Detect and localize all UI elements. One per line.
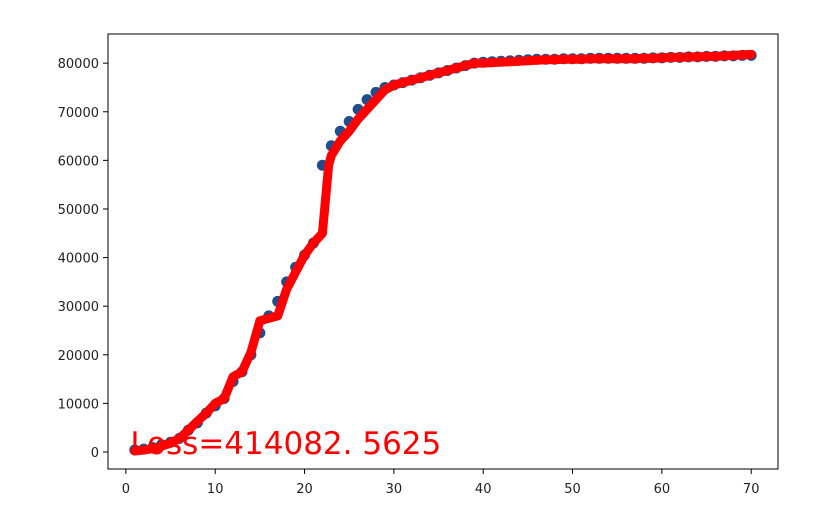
loss-annotation: Loss=414082. 5625	[130, 426, 441, 462]
x-tick-label: 30	[386, 482, 403, 497]
axes-frame	[107, 33, 779, 470]
x-tick-label: 70	[743, 482, 760, 497]
y-tick-label: 10000	[58, 397, 99, 412]
x-tick-label: 10	[207, 482, 224, 497]
x-tick-label: 0	[122, 482, 130, 497]
y-tick-label: 50000	[58, 203, 99, 218]
x-tick-label: 40	[475, 482, 492, 497]
x-tick-label: 20	[296, 482, 313, 497]
x-tick-label: 50	[564, 482, 581, 497]
plot-area	[129, 49, 757, 456]
y-tick-label: 80000	[58, 57, 99, 72]
y-tick-label: 30000	[58, 300, 99, 315]
y-tick-label: 40000	[58, 252, 99, 267]
fit-line	[130, 49, 756, 456]
x-tick-label: 60	[654, 482, 671, 497]
y-tick-label: 20000	[58, 349, 99, 364]
y-tick-label: 0	[91, 446, 99, 461]
y-tick-label: 60000	[58, 154, 99, 169]
y-tick-label: 70000	[58, 106, 99, 121]
axes: 0 10 20 30 40 50 60 70 0 10000 20000 30000 40000 5000…	[58, 33, 779, 497]
